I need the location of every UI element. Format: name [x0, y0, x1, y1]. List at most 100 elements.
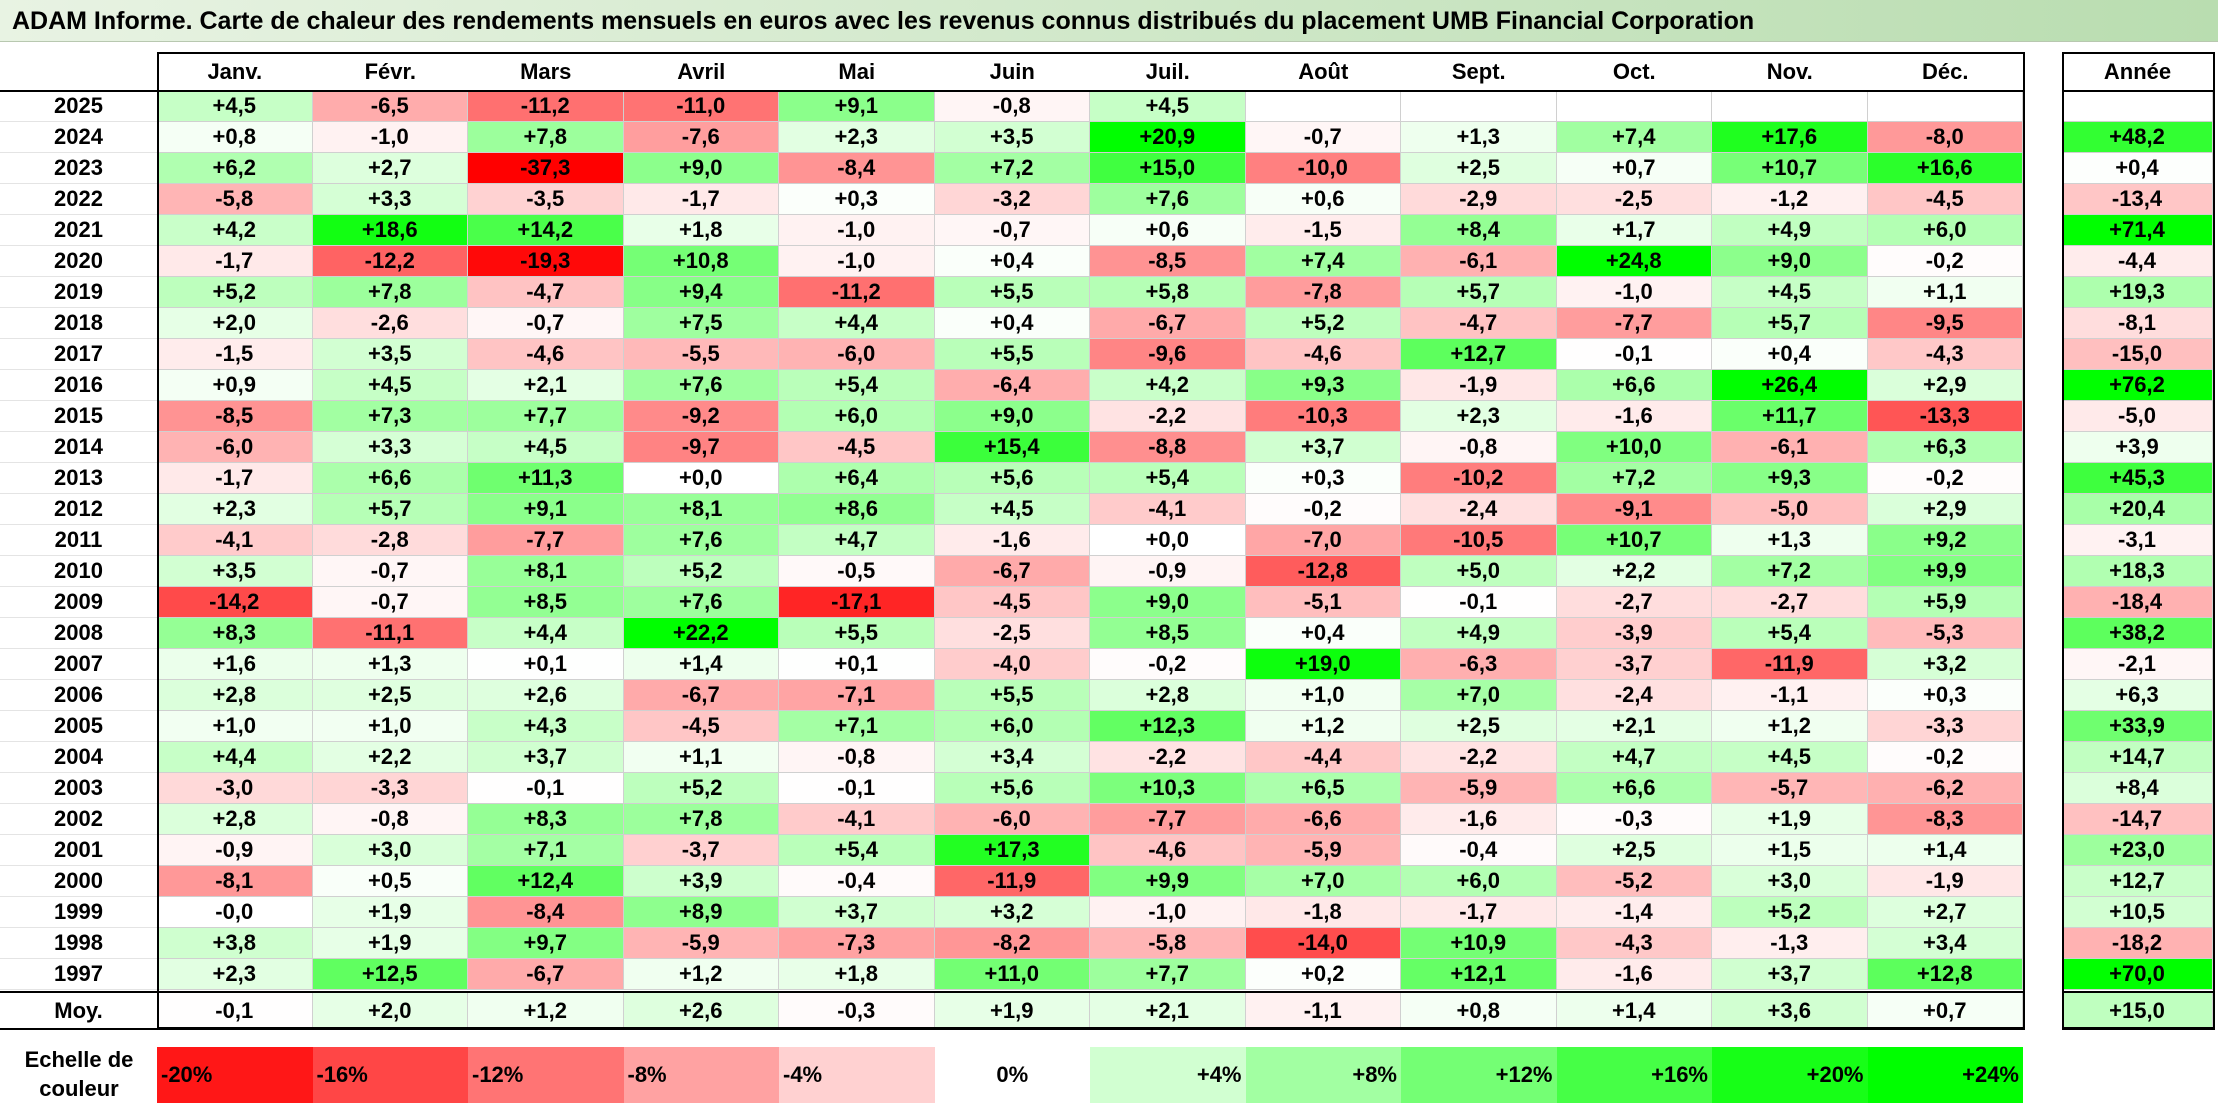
year-label: 1997: [0, 959, 157, 990]
year-label: 2003: [0, 773, 157, 804]
heatmap-cell: -0,2: [1090, 649, 1246, 680]
heatmap-cell: -14,2: [157, 587, 313, 618]
month-header: Sept.: [1451, 58, 1506, 84]
heatmap-cell: +15,0: [1090, 153, 1246, 184]
color-scale-stop: -16%: [312, 1047, 468, 1103]
heatmap-cell: +2,3: [1401, 401, 1557, 432]
heatmap-cell: -6,7: [934, 556, 1090, 587]
heatmap-cell: -9,7: [623, 432, 779, 463]
heatmap-cell: -2,7: [1556, 587, 1712, 618]
heatmap-cell: -4,5: [1867, 184, 2023, 215]
heatmap-cell: +8,5: [1090, 618, 1246, 649]
heatmap-cell: +3,7: [1245, 432, 1401, 463]
heatmap-cell: +5,6: [934, 773, 1090, 804]
heatmap-cell: -6,0: [779, 339, 935, 370]
year-label: 2023: [0, 153, 157, 184]
heatmap-cell: +12,8: [1867, 959, 2023, 990]
heatmap-cell: +1,3: [1712, 525, 1868, 556]
heatmap-cell: +15,4: [934, 432, 1090, 463]
heatmap-cell: -0,2: [1867, 742, 2023, 773]
annual-cell: +71,4: [2062, 215, 2213, 246]
heatmap-cell: +9,1: [779, 91, 935, 122]
heatmap-cell: +12,1: [1401, 959, 1557, 990]
heatmap-cell: +0,2: [1245, 959, 1401, 990]
heatmap-cell: -6,5: [312, 91, 468, 122]
heatmap-cell: -1,0: [312, 122, 468, 153]
heatmap-cell: +10,9: [1401, 928, 1557, 959]
heatmap-cell: -2,5: [1556, 184, 1712, 215]
heatmap-cell: +8,6: [779, 494, 935, 525]
chart-title: ADAM Informe. Carte de chaleur des rende…: [12, 7, 1755, 35]
heatmap-cell: +2,9: [1867, 494, 2023, 525]
heatmap-cell: -6,1: [1401, 246, 1557, 277]
heatmap-cell: -0,7: [934, 215, 1090, 246]
average-cell: +1,2: [468, 993, 624, 1029]
heatmap-cell: +5,2: [623, 556, 779, 587]
year-label: 2019: [0, 277, 157, 308]
annual-cell: +6,3: [2062, 680, 2213, 711]
heatmap-cell: -5,8: [1090, 928, 1246, 959]
heatmap-cell: +0,9: [157, 370, 313, 401]
heatmap-cell: +6,6: [312, 463, 468, 494]
heatmap-cell: +1,1: [623, 742, 779, 773]
heatmap-cell: +4,4: [468, 618, 624, 649]
heatmap-cell: -7,7: [1090, 804, 1246, 835]
heatmap-cell: -0,7: [468, 308, 624, 339]
heatmap-cell: +7,6: [623, 587, 779, 618]
heatmap-cell: +5,5: [934, 339, 1090, 370]
heatmap-cell: +6,6: [1556, 773, 1712, 804]
heatmap-cell: +9,3: [1245, 370, 1401, 401]
heatmap-cell: -7,7: [468, 525, 624, 556]
color-scale-stop: -20%: [157, 1047, 313, 1103]
heatmap-cell: +2,5: [1401, 711, 1557, 742]
heatmap-cell: -9,6: [1090, 339, 1246, 370]
heatmap-cell: +9,4: [623, 277, 779, 308]
heatmap-cell: -8,3: [1867, 804, 2023, 835]
heatmap-cell: -5,1: [1245, 587, 1401, 618]
heatmap-cell: +10,8: [623, 246, 779, 277]
heatmap-cell: -9,2: [623, 401, 779, 432]
heatmap-cell: +6,0: [1867, 215, 2023, 246]
heatmap-cell: +5,4: [779, 370, 935, 401]
heatmap-cell: +3,8: [157, 928, 313, 959]
heatmap-cell: +4,5: [1712, 277, 1868, 308]
heatmap-cell: +7,1: [779, 711, 935, 742]
heatmap-cell: -11,9: [934, 866, 1090, 897]
color-scale-stop: -12%: [468, 1047, 624, 1103]
heatmap-cell: +5,4: [1090, 463, 1246, 494]
heatmap-cell: -4,5: [934, 587, 1090, 618]
heatmap-cell: +6,4: [779, 463, 935, 494]
heatmap-cell: -1,0: [1556, 277, 1712, 308]
heatmap-cell: -13,3: [1867, 401, 2023, 432]
month-header: Juin: [989, 58, 1035, 84]
year-label: 2001: [0, 835, 157, 866]
heatmap-cell: +1,1: [1867, 277, 2023, 308]
heatmap-cell: +0,3: [1867, 680, 2023, 711]
heatmap-cell: +10,3: [1090, 773, 1246, 804]
heatmap-cell: +0,3: [779, 184, 935, 215]
heatmap-cell: -7,7: [1556, 308, 1712, 339]
month-header: Août: [1298, 58, 1349, 84]
heatmap-cell: +4,5: [468, 432, 624, 463]
heatmap-cell: +0,4: [1712, 339, 1868, 370]
average-cell: +0,8: [1401, 993, 1557, 1029]
heatmap-cell: -6,7: [623, 680, 779, 711]
month-header: Avril: [677, 58, 726, 84]
heatmap-cell: +0,8: [157, 122, 313, 153]
heatmap-cell: -0,8: [1401, 432, 1557, 463]
color-scale-stop: +20%: [1712, 1047, 1868, 1103]
heatmap-cell: -2,4: [1401, 494, 1557, 525]
heatmap-cell: +7,8: [312, 277, 468, 308]
year-label: 2020: [0, 246, 157, 277]
year-label: 2021: [0, 215, 157, 246]
color-scale-stop: +12%: [1401, 1047, 1557, 1103]
heatmap-cell: -3,9: [1556, 618, 1712, 649]
heatmap-cell: -10,3: [1245, 401, 1401, 432]
heatmap-cell: -19,3: [468, 246, 624, 277]
month-header: Mars: [520, 58, 572, 84]
color-scale-stop: +16%: [1556, 1047, 1712, 1103]
annual-cell: +14,7: [2062, 742, 2213, 773]
heatmap-cell: +0,4: [1245, 618, 1401, 649]
heatmap-cell: -8,1: [157, 866, 313, 897]
month-header: Janv.: [207, 58, 263, 84]
